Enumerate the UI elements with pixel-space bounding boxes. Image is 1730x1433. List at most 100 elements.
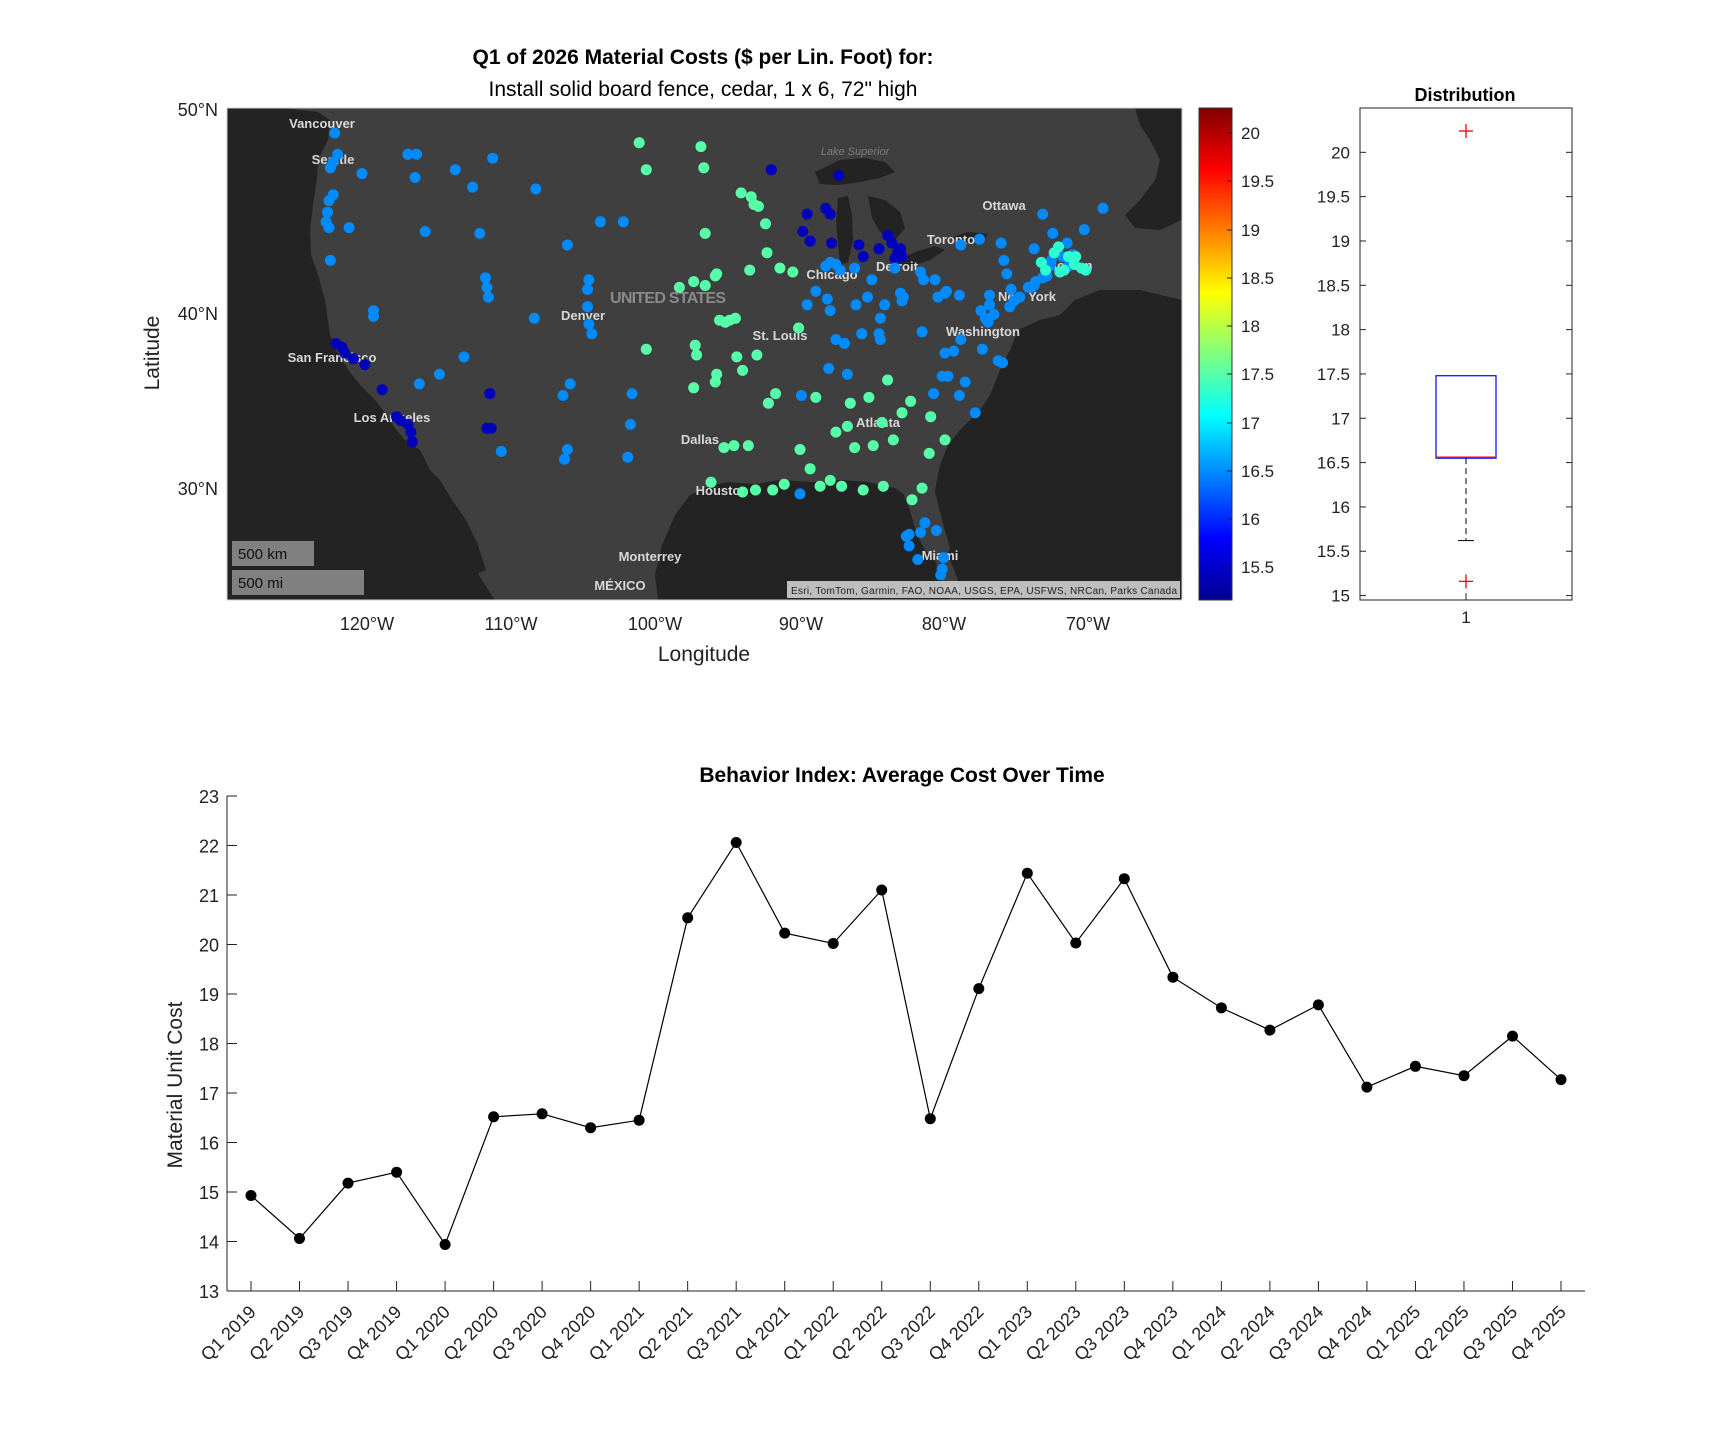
line-chart-point: [827, 938, 839, 949]
map-point: [1014, 291, 1026, 303]
line-chart-point: [1021, 867, 1033, 879]
map-point: [561, 444, 573, 455]
map-point: [767, 484, 779, 496]
map-point: [976, 343, 988, 355]
colorbar-tick-label: 20: [1241, 124, 1260, 143]
map-point: [322, 206, 333, 218]
map-point: [1061, 237, 1073, 249]
map-xlabel: Longitude: [658, 643, 750, 666]
map-point: [886, 237, 898, 249]
map-point: [801, 208, 813, 220]
map-point: [862, 291, 873, 303]
map-point: [849, 262, 861, 274]
line-chart-point: [1167, 971, 1179, 983]
lake-michigan: [836, 196, 853, 265]
lon-tick-label: 80°W: [922, 614, 966, 634]
line-chart-y-tick-label: 14: [199, 1233, 219, 1253]
map-point: [1070, 251, 1082, 263]
country-label: UNITED STATES: [610, 290, 730, 307]
boxplot-y-tick-label: 17: [1331, 409, 1350, 428]
line-chart-point: [1215, 1002, 1227, 1014]
attribution-box: [787, 581, 1180, 598]
scale-bar-km-label: 500 km: [238, 546, 287, 563]
map-point: [953, 390, 965, 401]
map-point: [925, 411, 937, 423]
city-label: Dallas: [681, 432, 719, 447]
map-point: [955, 334, 967, 345]
city-label: Denver: [561, 308, 605, 323]
map-point: [1047, 227, 1059, 239]
map-point: [698, 162, 710, 174]
scale-bar-mi: [232, 570, 364, 595]
line-chart-point: [1070, 937, 1082, 949]
map-point: [1078, 224, 1090, 236]
map-point: [485, 422, 497, 434]
map-point: [930, 525, 942, 536]
map-point: [938, 552, 950, 564]
map-point: [841, 420, 853, 432]
boxplot-outlier: [1459, 124, 1473, 139]
line-chart-point: [1507, 1030, 1518, 1042]
lon-tick-label: 100°W: [628, 614, 682, 634]
boxplot-y-tick-label: 20: [1331, 143, 1350, 162]
map-point: [959, 376, 971, 388]
map-point: [844, 397, 856, 409]
city-label: Toronto: [927, 232, 975, 247]
map-point: [955, 239, 967, 251]
map-point: [849, 442, 861, 454]
map-point: [820, 202, 832, 214]
map-point: [778, 478, 790, 490]
map-point: [830, 334, 842, 345]
map-point: [1005, 283, 1017, 295]
map-point: [467, 181, 479, 193]
map-point: [752, 200, 764, 212]
map-point: [936, 370, 948, 382]
map-point: [744, 264, 756, 276]
map-point: [434, 368, 445, 380]
map-point: [673, 281, 685, 293]
map-point: [929, 274, 941, 286]
map-point: [347, 353, 359, 365]
map-point: [836, 480, 848, 492]
line-chart-point: [730, 837, 742, 848]
map-point: [916, 326, 928, 338]
map-point: [857, 484, 869, 496]
map-point: [988, 308, 1000, 320]
map-point: [856, 328, 868, 340]
map-ylabel: Latitude: [141, 316, 164, 391]
map-point: [905, 395, 917, 407]
map-point: [873, 328, 885, 340]
map-point: [376, 384, 388, 396]
boxplot-outlier: [1459, 574, 1473, 589]
map-point: [867, 440, 879, 452]
map-point: [762, 397, 774, 409]
line-chart-point: [488, 1111, 500, 1123]
line-chart-point: [973, 983, 985, 995]
map-point: [936, 563, 948, 575]
map-point: [761, 247, 773, 259]
map-point: [530, 183, 542, 195]
map-point: [939, 347, 951, 359]
map-point: [737, 364, 749, 376]
map-point: [900, 530, 912, 542]
map-point: [912, 554, 924, 565]
line-chart-y-tick-label: 17: [199, 1084, 219, 1104]
map-point: [795, 390, 807, 401]
map-point: [689, 339, 701, 351]
lon-tick-label: 120°W: [340, 614, 394, 634]
map-point: [1001, 268, 1013, 280]
map-point: [928, 388, 940, 400]
map-point: [969, 407, 981, 419]
map-point: [324, 162, 336, 174]
colorbar-tick-label: 17.5: [1241, 365, 1274, 384]
map-point: [449, 164, 461, 176]
map-point: [411, 148, 423, 160]
map-point: [919, 517, 931, 529]
map-point: [406, 436, 418, 448]
map-point: [841, 368, 853, 380]
map-point: [329, 127, 341, 139]
map-point: [528, 312, 540, 324]
colorbar: [1198, 107, 1233, 601]
map-point: [787, 266, 799, 278]
